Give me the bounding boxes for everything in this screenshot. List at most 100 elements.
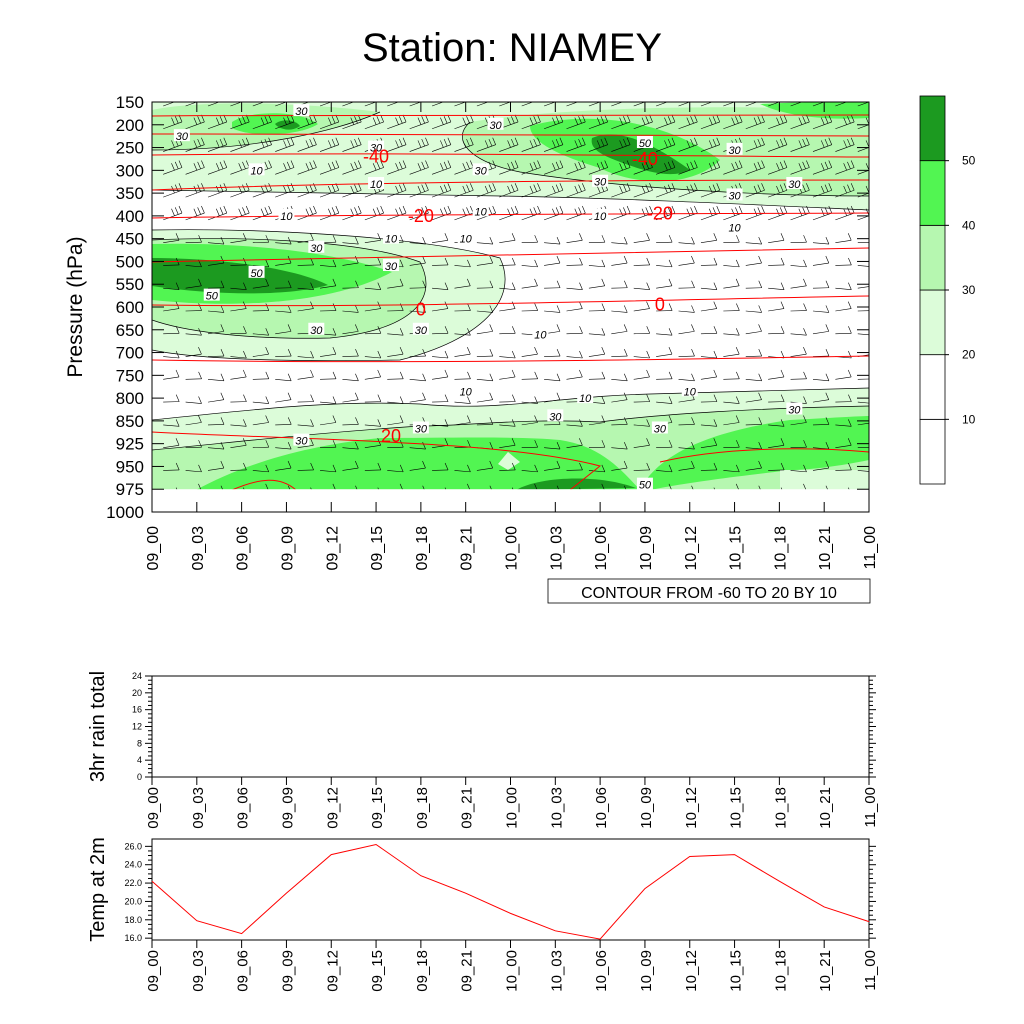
svg-text:30: 30 xyxy=(385,261,398,273)
wind-barb xyxy=(544,280,561,289)
wind-barb xyxy=(835,369,852,380)
wind-barb xyxy=(566,233,583,243)
wind-barb xyxy=(297,160,317,175)
wind-barb xyxy=(476,236,494,245)
temperature-contour-label: -20 xyxy=(408,206,434,226)
x-tick-label: 09_18 xyxy=(414,950,431,992)
svg-text:30: 30 xyxy=(415,325,428,337)
wind-barb xyxy=(342,280,359,289)
wind-barb xyxy=(723,278,740,289)
temp-panel: 16.0 18.0 20.0 22.0 24.0 26.0 09_00 09_03 09_06 0… xyxy=(87,837,879,991)
wind-barb xyxy=(342,255,359,266)
wind-barb xyxy=(723,328,740,336)
wind-barb xyxy=(633,160,653,175)
wind-barb xyxy=(432,282,449,290)
wind-barb xyxy=(364,160,384,175)
wind-barb xyxy=(499,137,519,152)
wind-barb xyxy=(163,350,180,359)
wind-barb xyxy=(163,462,180,471)
x-tick-label: 09_21 xyxy=(459,787,476,829)
wind-barb xyxy=(656,464,673,473)
wind-barb xyxy=(499,369,516,380)
x-tick-label: 10_00 xyxy=(504,950,521,992)
wind-barb xyxy=(163,282,180,290)
wind-barb xyxy=(319,205,340,221)
wind-barb xyxy=(678,205,698,221)
wind-barb xyxy=(790,371,807,380)
wind-barb xyxy=(342,348,359,357)
time-tick-label: 09_09 xyxy=(279,526,296,571)
wind-barb xyxy=(566,369,583,380)
temperature-contour-label: -20 xyxy=(647,204,673,224)
wind-barb xyxy=(207,305,225,313)
wind-barb xyxy=(208,348,225,357)
wind-barb xyxy=(431,137,452,152)
series-line xyxy=(151,843,870,940)
wind-barb xyxy=(163,160,183,175)
wind-barb xyxy=(476,417,494,426)
wind-barb xyxy=(297,137,317,152)
wind-barb xyxy=(611,460,628,471)
wind-barb xyxy=(723,303,740,312)
svg-text:20: 20 xyxy=(381,426,401,446)
wind-barb xyxy=(454,464,471,473)
x-tick-label: 10_09 xyxy=(638,950,655,992)
wind-barb xyxy=(700,282,718,290)
wind-barb xyxy=(320,278,337,289)
time-tick-label: 10_21 xyxy=(817,526,834,571)
wind-barb xyxy=(835,160,855,175)
wind-contour-label: 30 xyxy=(293,433,310,448)
wind-barb xyxy=(745,137,765,152)
wind-barb xyxy=(611,417,628,426)
svg-text:10: 10 xyxy=(460,234,473,246)
wind-barb xyxy=(377,487,380,490)
wind-barb xyxy=(678,460,695,471)
x-tick-label: 10_18 xyxy=(772,950,789,992)
wind-barb xyxy=(790,102,803,107)
y-tick-label: 24.0 xyxy=(124,860,142,870)
wind-barb xyxy=(409,460,426,471)
svg-text:0: 0 xyxy=(416,299,426,319)
svg-text:50: 50 xyxy=(639,480,652,492)
wind-barb xyxy=(364,394,382,403)
x-tick-label: 09_09 xyxy=(279,950,296,992)
wind-barb xyxy=(342,160,362,175)
wind-barb xyxy=(678,102,691,107)
wind-barb xyxy=(320,440,337,448)
wind-barb xyxy=(857,242,869,243)
wind-barb xyxy=(252,396,270,404)
wind-barb xyxy=(499,462,516,471)
wind-barb xyxy=(207,137,228,152)
wind-barb xyxy=(700,114,721,130)
wind-barb xyxy=(319,102,332,107)
y-tick-label: 22.0 xyxy=(124,878,142,888)
wind-barb xyxy=(768,350,785,359)
wind-barb xyxy=(633,394,651,403)
wind-barb xyxy=(432,462,449,471)
wind-barb xyxy=(768,137,788,152)
svg-text:10: 10 xyxy=(460,386,473,398)
wind-barb xyxy=(297,350,314,359)
wind-barb xyxy=(857,286,869,289)
wind-barb xyxy=(812,236,830,245)
wind-contour-label: 50 xyxy=(248,265,265,280)
wind-barb xyxy=(521,278,538,289)
svg-text:10: 10 xyxy=(579,393,592,405)
wind-barb xyxy=(252,347,269,357)
x-tick-label: 09_18 xyxy=(414,787,431,829)
wind-barb xyxy=(387,114,407,130)
wind-barb xyxy=(364,462,382,471)
wind-barb xyxy=(745,460,762,471)
wind-barb xyxy=(387,371,404,380)
wind-barb xyxy=(521,137,541,152)
wind-barb xyxy=(521,259,538,268)
wind-barb xyxy=(230,369,247,380)
temperature-contour-label: 0 xyxy=(655,295,665,315)
wind-barb xyxy=(633,419,650,427)
wind-barb xyxy=(185,415,202,426)
wind-barb xyxy=(745,324,762,335)
wind-barb xyxy=(544,183,564,198)
wind-barb xyxy=(454,114,474,130)
wind-barb xyxy=(812,160,833,175)
